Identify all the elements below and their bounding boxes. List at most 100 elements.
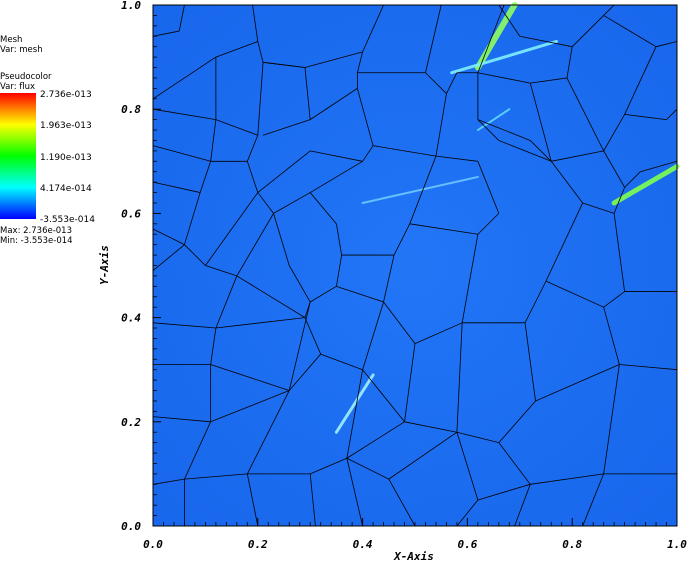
mesh-legend-title: Mesh <box>0 35 23 45</box>
plot-shading <box>153 5 677 526</box>
mesh-edge <box>356 51 363 73</box>
mesh-edge <box>435 93 447 157</box>
mesh-edge <box>346 457 389 480</box>
mesh-edge <box>288 353 321 391</box>
mesh-edge <box>152 228 185 246</box>
mesh-edge <box>310 457 348 475</box>
flux-streak <box>476 108 511 132</box>
mesh-edge <box>414 322 463 345</box>
mesh-edge <box>178 4 185 32</box>
mesh-edge <box>456 499 479 527</box>
colorbar-tick: 4.174e-014 <box>40 184 92 194</box>
axes: 0.0 0.2 0.4 0.6 0.8 1.0 0.0 0.2 0.4 0.6 0.8 1.0 <box>121 0 687 551</box>
mesh-edge <box>210 390 290 423</box>
mesh-edge <box>273 213 290 266</box>
y-axis-label: Y-Axis <box>98 245 111 285</box>
mesh-edge <box>404 421 457 433</box>
mesh-edge <box>535 364 620 402</box>
mesh-edge <box>409 223 478 235</box>
mesh-edge <box>603 150 625 188</box>
mesh-edge <box>236 275 306 318</box>
mesh-edge <box>514 484 531 527</box>
mesh-edge <box>288 301 311 391</box>
mesh-edge <box>477 119 531 141</box>
mesh-edge <box>346 421 405 459</box>
mesh-edge <box>304 67 311 120</box>
y-tick-label: 0.6 <box>121 207 141 220</box>
mesh-edge <box>446 72 458 94</box>
mesh-edge <box>655 41 678 48</box>
mesh-edge <box>624 114 667 121</box>
mesh-edge <box>273 192 311 214</box>
mesh-edge <box>152 30 180 37</box>
mesh-edge <box>456 431 499 444</box>
mesh-edge <box>309 192 337 225</box>
mesh-edge <box>624 46 657 115</box>
x-axis-label: X-Axis <box>393 550 434 563</box>
pseudocolor-legend-title: Pseudocolor <box>0 72 52 82</box>
y-tick-label: 0.2 <box>121 416 141 429</box>
mesh-edge <box>184 473 248 480</box>
mesh-edge <box>210 119 217 162</box>
colorbar-tick: 1.190e-013 <box>40 153 92 163</box>
mesh-edge <box>456 322 463 433</box>
colorbar <box>0 93 36 219</box>
mesh-legend-var: Var: mesh <box>0 45 43 55</box>
colorbar-tick: -3.553e-014 <box>40 215 95 225</box>
legend-max: Max: 2.736e-013 <box>0 226 72 236</box>
mesh-edge <box>530 77 568 84</box>
mesh-edge <box>603 291 625 308</box>
mesh-edge <box>184 421 212 480</box>
mesh-edge <box>362 369 405 423</box>
mesh-edge <box>309 160 363 193</box>
mesh-edge <box>336 223 343 256</box>
mesh-edge <box>304 317 322 355</box>
x-tick-label: 1.0 <box>667 538 687 551</box>
flux-streak <box>334 373 375 434</box>
mesh-edge <box>383 254 395 303</box>
mesh-edge <box>184 192 201 245</box>
mesh-edge <box>603 307 620 365</box>
mesh-edge <box>152 145 211 162</box>
mesh-edge <box>603 114 625 152</box>
mesh-edge <box>336 285 384 303</box>
mesh-edge <box>152 181 201 193</box>
mesh-edge <box>373 145 437 157</box>
mesh-edge <box>566 77 604 152</box>
mesh-edge <box>409 155 437 224</box>
mesh-edge <box>393 223 411 256</box>
mesh-edge <box>215 119 258 136</box>
mesh-lines <box>152 4 678 527</box>
mesh-edge <box>566 46 573 79</box>
mesh-edge <box>582 473 605 527</box>
mesh-edge <box>152 108 216 121</box>
mesh-edge <box>498 140 552 162</box>
mesh-edge <box>404 343 416 422</box>
mesh-edge <box>199 161 212 193</box>
y-tick-label: 0.0 <box>121 520 141 533</box>
flux-streak <box>450 39 558 75</box>
mesh-edge <box>262 119 311 136</box>
mesh-edge <box>184 244 206 266</box>
mesh-edge <box>388 431 458 480</box>
mesh-edge <box>215 275 238 329</box>
mesh-edge <box>252 4 259 42</box>
mesh-edge <box>425 72 447 94</box>
mesh-edge <box>477 4 505 73</box>
mesh-edge <box>362 4 384 53</box>
mesh-edge <box>545 280 604 308</box>
mesh-edge <box>309 285 337 303</box>
mesh-edge <box>545 202 584 282</box>
mesh-edge <box>582 202 615 214</box>
mesh-edge <box>362 301 384 370</box>
mesh-edge <box>524 322 536 402</box>
mesh-edge <box>435 155 478 162</box>
mesh-edge <box>477 119 500 141</box>
y-tick-label: 0.8 <box>121 103 141 116</box>
mesh-edge <box>519 35 573 48</box>
legend-min: Min: -3.553e-014 <box>0 236 73 246</box>
y-tick-label: 0.4 <box>121 312 141 325</box>
mesh-edge <box>666 108 678 120</box>
mesh-edge <box>388 478 416 527</box>
mesh-edge <box>524 280 547 323</box>
